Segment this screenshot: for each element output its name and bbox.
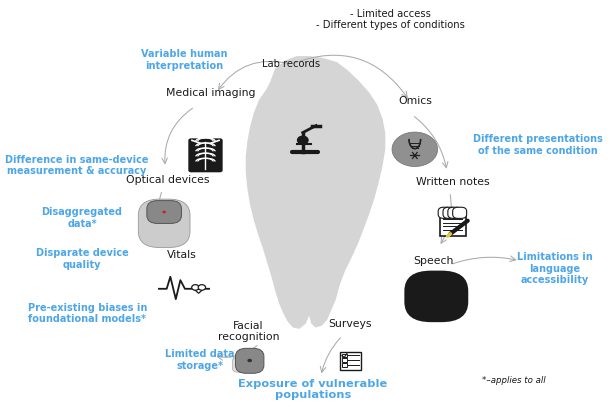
FancyBboxPatch shape bbox=[342, 363, 347, 367]
Text: Exposure of vulnerable
populations: Exposure of vulnerable populations bbox=[239, 379, 387, 400]
FancyBboxPatch shape bbox=[342, 354, 347, 357]
Text: Pre-existing biases in
foundational models*: Pre-existing biases in foundational mode… bbox=[27, 303, 147, 324]
Text: Lab records: Lab records bbox=[262, 59, 320, 69]
Circle shape bbox=[392, 132, 437, 166]
Text: Speech: Speech bbox=[414, 256, 454, 266]
FancyBboxPatch shape bbox=[340, 352, 361, 370]
Circle shape bbox=[192, 285, 199, 290]
FancyBboxPatch shape bbox=[404, 271, 468, 322]
FancyBboxPatch shape bbox=[438, 207, 452, 218]
Text: Variable human
interpretation: Variable human interpretation bbox=[141, 49, 228, 71]
FancyBboxPatch shape bbox=[440, 214, 465, 235]
FancyBboxPatch shape bbox=[342, 358, 347, 362]
Text: Omics: Omics bbox=[398, 95, 432, 106]
Circle shape bbox=[248, 359, 252, 362]
Text: Limitations in
language
accessibility: Limitations in language accessibility bbox=[517, 252, 592, 286]
FancyBboxPatch shape bbox=[232, 358, 249, 372]
Text: Vitals: Vitals bbox=[167, 250, 196, 259]
Text: *–applies to all: *–applies to all bbox=[482, 376, 545, 385]
Circle shape bbox=[298, 136, 308, 144]
FancyBboxPatch shape bbox=[188, 138, 223, 172]
Text: Different presentations
of the same condition: Different presentations of the same cond… bbox=[473, 135, 603, 156]
FancyBboxPatch shape bbox=[443, 207, 457, 218]
Text: Medical imaging: Medical imaging bbox=[166, 88, 256, 98]
Text: - Limited access
- Different types of conditions: - Limited access - Different types of co… bbox=[315, 9, 464, 31]
Text: Written notes: Written notes bbox=[415, 177, 489, 187]
Circle shape bbox=[233, 353, 248, 365]
FancyBboxPatch shape bbox=[448, 207, 462, 218]
Text: Disparate device
quality: Disparate device quality bbox=[35, 248, 128, 270]
Circle shape bbox=[198, 285, 206, 290]
FancyBboxPatch shape bbox=[437, 290, 456, 302]
Text: Disaggregated
data*: Disaggregated data* bbox=[41, 207, 123, 229]
FancyBboxPatch shape bbox=[138, 199, 190, 248]
FancyBboxPatch shape bbox=[440, 295, 457, 306]
Circle shape bbox=[162, 211, 166, 213]
Text: Difference in same-device
measurement & accuracy: Difference in same-device measurement & … bbox=[5, 155, 148, 176]
Text: Surveys: Surveys bbox=[329, 319, 372, 328]
Circle shape bbox=[413, 154, 417, 157]
Polygon shape bbox=[246, 56, 386, 329]
Text: Facial
recognition: Facial recognition bbox=[218, 321, 279, 342]
Text: Limited data
storage*: Limited data storage* bbox=[165, 349, 235, 371]
Polygon shape bbox=[192, 288, 205, 293]
FancyBboxPatch shape bbox=[235, 348, 264, 373]
Text: Optical devices: Optical devices bbox=[126, 175, 210, 185]
FancyBboxPatch shape bbox=[453, 207, 467, 218]
FancyBboxPatch shape bbox=[147, 201, 181, 224]
